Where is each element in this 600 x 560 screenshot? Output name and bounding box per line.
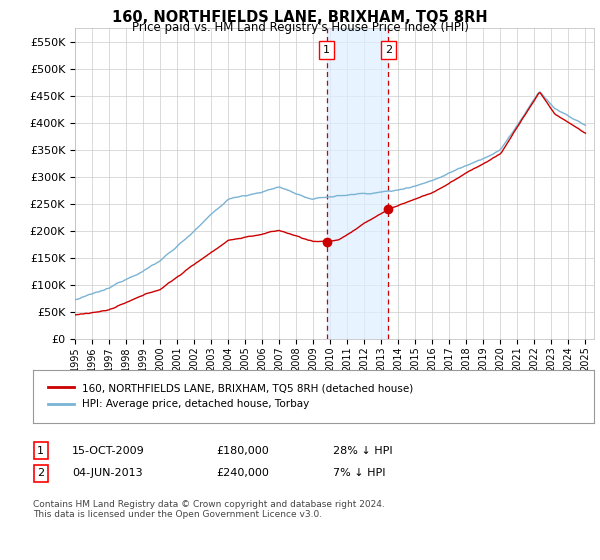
Text: 28% ↓ HPI: 28% ↓ HPI [333, 446, 392, 456]
Text: Price paid vs. HM Land Registry's House Price Index (HPI): Price paid vs. HM Land Registry's House … [131, 21, 469, 34]
Text: 1: 1 [323, 45, 330, 55]
Text: 2: 2 [37, 468, 44, 478]
Text: Contains HM Land Registry data © Crown copyright and database right 2024.
This d: Contains HM Land Registry data © Crown c… [33, 500, 385, 519]
Text: £240,000: £240,000 [216, 468, 269, 478]
Text: 7% ↓ HPI: 7% ↓ HPI [333, 468, 386, 478]
Bar [326, 28, 388, 339]
Text: 2: 2 [385, 45, 392, 55]
Text: 04-JUN-2013: 04-JUN-2013 [72, 468, 143, 478]
Text: 15-OCT-2009: 15-OCT-2009 [72, 446, 145, 456]
Legend: 160, NORTHFIELDS LANE, BRIXHAM, TQ5 8RH (detached house), HPI: Average price, de: 160, NORTHFIELDS LANE, BRIXHAM, TQ5 8RH … [44, 379, 418, 413]
Text: £180,000: £180,000 [216, 446, 269, 456]
Text: 1: 1 [37, 446, 44, 456]
Text: 160, NORTHFIELDS LANE, BRIXHAM, TQ5 8RH: 160, NORTHFIELDS LANE, BRIXHAM, TQ5 8RH [112, 10, 488, 25]
